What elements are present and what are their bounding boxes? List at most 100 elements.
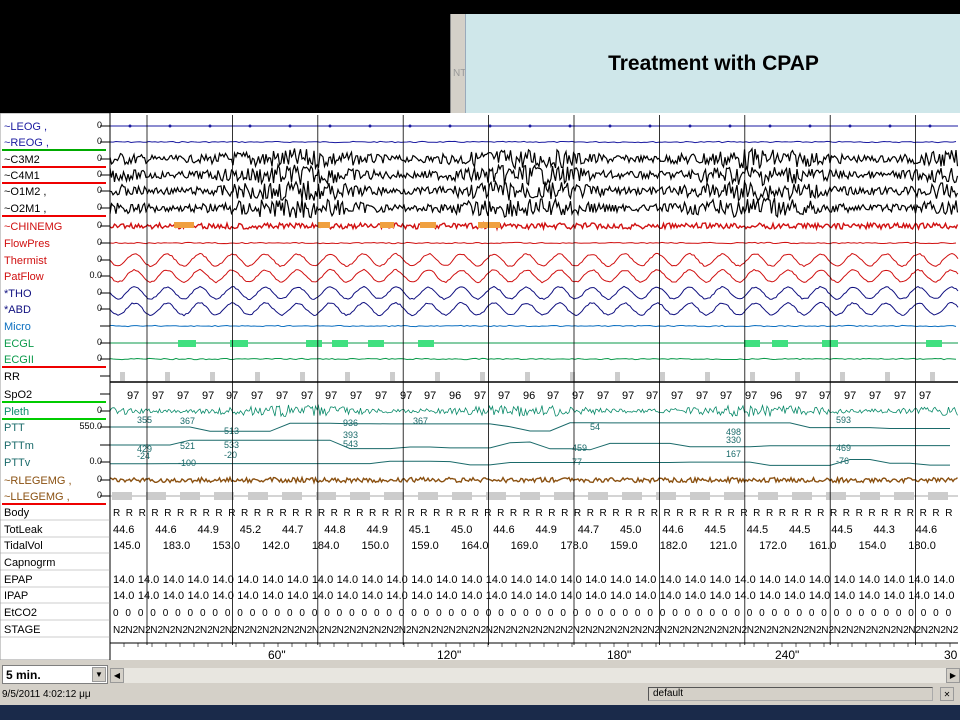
table-cell: 14.0 (287, 590, 308, 602)
close-icon[interactable]: ✕ (940, 687, 954, 701)
table-cell: 0 (511, 608, 517, 619)
scroll-right-icon[interactable]: ▶ (946, 668, 960, 683)
table-cell: 14.0 (511, 590, 532, 602)
table-cell: 14.0 (138, 590, 159, 602)
spo2-value: 96 (523, 390, 535, 402)
table-cell: N2 (449, 625, 462, 636)
spo2-value: 97 (474, 390, 486, 402)
table-cell: R (881, 508, 888, 519)
table-cell: N2 (809, 625, 822, 636)
channel-trace (109, 285, 959, 301)
table-cell: 0 (585, 608, 591, 619)
rr-mark (570, 372, 575, 381)
table-cell: N2 (859, 625, 872, 636)
rr-mark (480, 372, 485, 381)
channel-trace (109, 140, 957, 144)
table-cell: 14.0 (834, 574, 855, 586)
table-cell: 14.0 (436, 590, 457, 602)
table-cell: R (407, 508, 414, 519)
status-toolbar: 5 min. ▼ ◀ ▶ 9/5/2011 4:02:12 μμ default … (0, 660, 960, 720)
table-cell: 14.0 (585, 574, 606, 586)
table-cell: 44.6 (113, 524, 134, 536)
ptt-value: -100 (178, 458, 196, 468)
eye-marker (848, 124, 852, 128)
table-cell: 14.0 (784, 574, 805, 586)
table-cell: N2 (709, 625, 722, 636)
table-cell: R (574, 508, 581, 519)
rr-mark (615, 372, 620, 381)
ptt-value: 429 (137, 444, 152, 454)
channel-label: ~CHINEMG (4, 221, 62, 233)
table-cell: R (369, 508, 376, 519)
channel-trace (109, 220, 959, 232)
table-cell: 14.0 (660, 574, 681, 586)
table-cell: 14.0 (536, 574, 557, 586)
table-cell: R (536, 508, 543, 519)
table-cell: 14.0 (734, 590, 755, 602)
table-cell: 0 (734, 608, 740, 619)
table-cell: R (945, 508, 952, 519)
spo2-value: 97 (646, 390, 658, 402)
table-cell: 0 (262, 608, 268, 619)
spo2-value: 97 (597, 390, 609, 402)
table-cell: N2 (896, 625, 909, 636)
chevron-down-icon[interactable]: ▼ (92, 667, 106, 682)
ptt-value: 393 (343, 430, 358, 440)
table-cell: 0 (374, 608, 380, 619)
spo2-value: 97 (251, 390, 263, 402)
table-cell: 0 (834, 608, 840, 619)
table-cell: 14.0 (685, 590, 706, 602)
table-cell: 14.0 (337, 574, 358, 586)
hypnogram-block (452, 492, 472, 500)
table-cell: R (587, 508, 594, 519)
table-cell: 14.0 (411, 574, 432, 586)
rr-mark (705, 372, 710, 381)
table-cell: 14.0 (188, 590, 209, 602)
channel-label: ~O1M2 , (4, 186, 47, 198)
table-cell: 14.0 (337, 590, 358, 602)
ptt-value: 469 (836, 443, 851, 453)
table-cell: N2 (523, 625, 536, 636)
spo2-value: 97 (894, 390, 906, 402)
table-cell: R (279, 508, 286, 519)
spo2-value: 97 (696, 390, 708, 402)
eye-marker (728, 124, 732, 128)
time-label: 30 (944, 648, 958, 660)
table-cell: 14.0 (163, 590, 184, 602)
table-cell: N2 (138, 625, 151, 636)
table-cell: 0 (498, 608, 504, 619)
rr-mark (660, 372, 665, 381)
spo2-value: 97 (671, 390, 683, 402)
channel-label: ~LLEGEMG , (4, 491, 70, 503)
channel-trace (109, 459, 950, 466)
table-cell: R (190, 508, 197, 519)
spo2-value: 97 (375, 390, 387, 402)
scroll-left-icon[interactable]: ◀ (110, 668, 124, 683)
table-cell: R (561, 508, 568, 519)
table-cell: 0 (908, 608, 914, 619)
table-cell: R (203, 508, 210, 519)
table-cell: 14.0 (859, 574, 880, 586)
signal-traces: ~LEOG , 0 ~REOG , 0 ~C3M2 0 ~C4M1 0 ~O1M2 , 0 ~O2M… (0, 113, 960, 660)
table-cell: R (702, 508, 709, 519)
table-cell: 45.0 (451, 524, 472, 536)
table-cell: N2 (697, 625, 710, 636)
table-cell: 14.0 (362, 590, 383, 602)
table-cell: 14.0 (163, 574, 184, 586)
table-cell: R (664, 508, 671, 519)
table-cell: 145.0 (113, 540, 141, 552)
table-cell: 154.0 (859, 540, 887, 552)
table-cell: 14.0 (312, 590, 333, 602)
event-block (332, 340, 348, 347)
table-cell: 0 (399, 608, 405, 619)
spo2-value: 97 (325, 390, 337, 402)
taskbar-strip (0, 705, 960, 720)
rr-mark (750, 372, 755, 381)
table-cell: R (254, 508, 261, 519)
time-scrollbar[interactable]: ◀ ▶ (110, 668, 960, 683)
spo2-value: 97 (919, 390, 931, 402)
channel-trace (109, 179, 959, 203)
ptt-value: 521 (180, 441, 195, 451)
epoch-length-select[interactable]: 5 min. ▼ (2, 665, 108, 684)
table-cell: R (292, 508, 299, 519)
